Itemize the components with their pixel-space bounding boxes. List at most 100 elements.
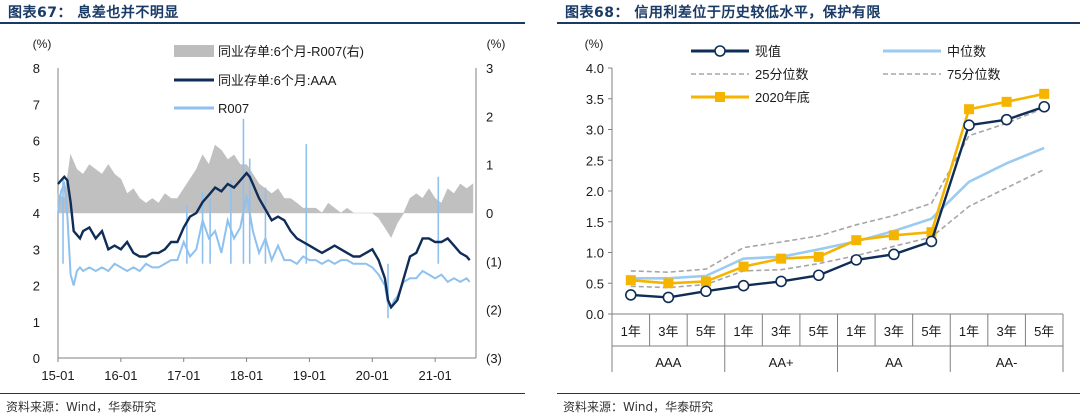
- spread-chart: (%) (%) 0 1 2 3 4 5 6 7 8 (3) (2) (1) 0 1 2 3 15-01 16-01 17…: [33, 37, 506, 383]
- left-figure-panel: 图表67： 息差也并不明显 (%) (%) 0 1 2 3 4 5 6 7 8 (3) (2) (1) 0 1…: [0, 0, 525, 419]
- x-category-label: 5年: [921, 324, 941, 339]
- end2020-point: [888, 230, 899, 241]
- end2020-point: [1001, 96, 1012, 107]
- y-left-tick-label: 7: [33, 97, 40, 112]
- end2020-point: [813, 251, 824, 262]
- legend-spread-label: 同业存单:6个月-R007(右): [218, 44, 364, 59]
- x-tick-label: 17-01: [167, 368, 200, 383]
- y-left-tick-label: 0: [33, 351, 40, 366]
- x-tick-label: 18-01: [230, 368, 263, 383]
- x-category-label: 5年: [696, 324, 716, 339]
- legend-current-marker: [714, 45, 726, 57]
- y-left-tick-label: 4: [33, 206, 40, 221]
- end2020-point: [964, 104, 975, 115]
- y-tick-label: 4.0: [586, 61, 604, 76]
- p75-series-line: [630, 107, 1045, 274]
- y-unit: (%): [585, 37, 604, 51]
- end2020-point: [700, 276, 711, 287]
- current-point: [1000, 113, 1013, 126]
- x-category-label: 5年: [809, 324, 829, 339]
- source-note: 资料来源：Wind，华泰研究: [6, 400, 157, 414]
- legend-median-label: 中位数: [947, 44, 986, 59]
- credit-spread-chart: (%) 0.0 0.5 1.0 1.5 2.0 2.5 3.0 3.5 4.0 1年 3年 5年 1年 3年…: [585, 37, 1064, 372]
- y-left-tick-label: 2: [33, 279, 40, 294]
- y-left-tick-label: 6: [33, 134, 40, 149]
- legend-aaa-label: 同业存单:6个月:AAA: [218, 73, 337, 88]
- current-point: [775, 275, 787, 288]
- figure-68-title: 图表68： 信用利差位于历史较低水平，保护有限: [565, 5, 881, 21]
- y-tick-label: 0.0: [586, 307, 604, 322]
- x-category-label: 3年: [658, 324, 678, 339]
- x-category-label: 5年: [1034, 324, 1054, 339]
- y-tick-label: 3.0: [586, 123, 604, 138]
- x-tick-label: 15-01: [41, 368, 74, 383]
- source-divider: [0, 393, 525, 394]
- end2020-point: [663, 278, 674, 289]
- current-point: [1038, 100, 1051, 113]
- y-right-tick-label: 3: [486, 61, 493, 76]
- current-point: [925, 235, 938, 248]
- x-tick-label: 19-01: [293, 368, 326, 383]
- end2020-point: [1039, 88, 1050, 99]
- y-right-tick-label: 0: [486, 206, 493, 221]
- title-divider: [557, 22, 1080, 24]
- x-group-label: AA+: [769, 355, 794, 370]
- end2020-point: [625, 275, 636, 286]
- y-right-unit: (%): [487, 37, 506, 51]
- y-left-tick-label: 1: [33, 315, 40, 330]
- x-category-label: 3年: [771, 324, 791, 339]
- current-point: [888, 248, 900, 261]
- end2020-point: [851, 235, 862, 246]
- y-tick-label: 1.5: [586, 215, 604, 230]
- end2020-series-line: [630, 92, 1045, 285]
- x-tick-label: 20-01: [356, 368, 389, 383]
- title-divider: [0, 22, 525, 24]
- legend-p25-label: 25分位数: [755, 67, 808, 82]
- right-figure-panel: 图表68： 信用利差位于历史较低水平，保护有限 (%) 0.0 0.5 1.0 1.5 2…: [557, 0, 1080, 419]
- y-tick-label: 0.5: [586, 276, 604, 291]
- y-right-tick-label: 1: [486, 158, 493, 173]
- x-category-label: 1年: [733, 324, 753, 339]
- x-category-label: 3年: [884, 324, 904, 339]
- legend-end2020-label: 2020年底: [755, 90, 810, 105]
- legend-r007-label: R007: [218, 101, 249, 116]
- y-right-tick-label: (3): [486, 351, 502, 366]
- x-category-label: 3年: [997, 324, 1017, 339]
- x-category-label: 1年: [846, 324, 866, 339]
- current-point: [737, 279, 750, 292]
- x-tick-label: 16-01: [104, 368, 137, 383]
- current-series-line: [630, 105, 1045, 299]
- legend-end2020-marker: [715, 92, 725, 102]
- end2020-point: [776, 253, 787, 264]
- y-right-tick-label: (1): [486, 254, 502, 269]
- current-point: [963, 119, 975, 131]
- y-left-tick-label: 5: [33, 170, 40, 185]
- y-tick-label: 2.5: [586, 153, 604, 168]
- median-series-line: [630, 146, 1045, 280]
- current-point: [812, 269, 825, 282]
- y-tick-label: 2.0: [586, 184, 604, 199]
- y-tick-label: 1.0: [586, 246, 604, 261]
- figure-67-title: 图表67： 息差也并不明显: [8, 5, 179, 21]
- end2020-point: [738, 261, 749, 272]
- y-right-tick-label: (2): [486, 303, 502, 318]
- y-left-tick-label: 8: [33, 61, 40, 76]
- legend-p75-label: 75分位数: [947, 67, 1000, 82]
- y-tick-label: 3.5: [586, 92, 604, 107]
- x-group-label: AAA: [655, 355, 681, 370]
- x-category-label: 1年: [959, 324, 979, 339]
- current-point: [700, 285, 712, 298]
- x-tick-label: 21-01: [419, 368, 452, 383]
- x-group-label: AA: [885, 355, 903, 370]
- y-left-unit: (%): [33, 37, 52, 51]
- y-right-tick-label: 2: [486, 109, 493, 124]
- y-left-tick-label: 3: [33, 242, 40, 257]
- p25-series-line: [630, 168, 1045, 289]
- current-point: [662, 291, 675, 304]
- legend-current-label: 现值: [755, 44, 781, 59]
- end2020-point: [926, 227, 937, 238]
- current-point: [624, 289, 637, 301]
- x-category-label: 1年: [621, 324, 641, 339]
- source-divider: [557, 393, 1080, 394]
- aaa-series-line: [57, 171, 471, 310]
